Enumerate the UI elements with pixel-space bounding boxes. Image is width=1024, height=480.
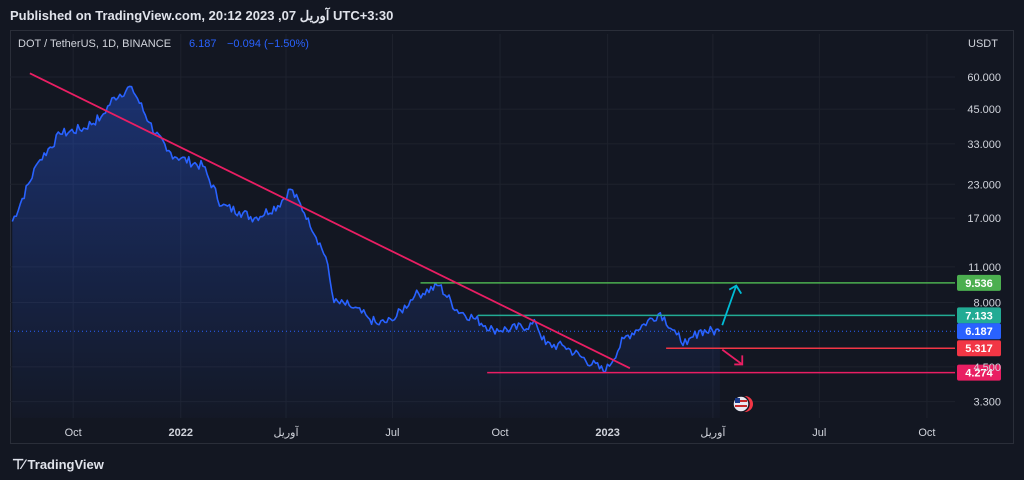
price-tag-label: 7.133 — [965, 310, 993, 322]
y-tick-label: 3.300 — [973, 397, 1001, 409]
x-tick-label: 2023 — [595, 427, 619, 439]
publish-info: Published on TradingView.com, 20:12 2023… — [10, 8, 394, 23]
y-tick-label: 4.500 — [973, 362, 1001, 374]
us-flag-stripes — [735, 400, 747, 402]
up-arrow-icon — [721, 285, 738, 326]
trend-lines — [29, 72, 631, 369]
tradingview-brand: TradingView — [27, 457, 104, 472]
price-tag-label: 6.187 — [965, 326, 993, 338]
legend-last-price: 6.187 — [189, 38, 217, 50]
price-area — [12, 86, 720, 419]
y-tick-label: 45.000 — [967, 104, 1001, 116]
event-markers[interactable] — [732, 395, 753, 413]
x-tick-label: Oct — [918, 427, 935, 439]
price-tag — [957, 340, 1001, 357]
tradingview-logo[interactable]: ⊤⁄ TradingView — [12, 456, 104, 473]
us-flag-canton — [735, 398, 740, 403]
x-tick-label: 2022 — [169, 427, 193, 439]
x-tick-label: Jul — [812, 427, 826, 439]
y-tick-label: 33.000 — [967, 139, 1001, 151]
tradingview-logo-icon: ⊤⁄ — [12, 456, 24, 472]
currency-label: USDT — [968, 38, 998, 50]
y-tick-label: 17.000 — [967, 213, 1001, 225]
x-tick-label: Oct — [65, 427, 82, 439]
y-tick-label: 11.000 — [968, 262, 1001, 274]
price-tag-label: 9.536 — [965, 278, 993, 290]
x-tick-label: آوریل — [273, 426, 299, 439]
price-tag — [957, 274, 1001, 291]
down-arrow-icon — [721, 348, 743, 366]
price-tag-label: 4.274 — [965, 368, 993, 380]
time-axis: Oct 2022 آوریل Jul Oct 2023 آوریل Jul Oct — [65, 426, 936, 439]
price-tag — [957, 364, 1001, 381]
price-tag-label: 5.317 — [965, 343, 993, 355]
downtrend-line — [29, 72, 631, 369]
x-tick-label: Oct — [491, 427, 508, 439]
legend-change: −0.094 (−1.50%) — [227, 38, 309, 50]
horizontal-levels: 9.536 7.133 6.187 5.317 4.274 — [10, 274, 1001, 381]
chart-legend: DOT / TetherUS, 1D, BINANCE 6.187 −0.094… — [18, 38, 998, 50]
x-tick-label: Jul — [385, 427, 399, 439]
y-tick-label: 8.000 — [973, 297, 1001, 309]
price-tag — [957, 307, 1001, 324]
down-arrow-head — [734, 355, 744, 366]
y-tick-label: 60.000 — [967, 72, 1001, 84]
x-tick-label: آوریل — [700, 426, 726, 439]
projection-arrows — [721, 284, 744, 366]
us-flag-stripes — [735, 405, 747, 407]
price-axis: 60.000 45.000 33.000 23.000 17.000 11.000 8.00… — [967, 72, 1001, 409]
price-area-fill — [12, 86, 720, 419]
price-tag — [957, 323, 1001, 340]
price-line — [11, 85, 721, 373]
y-tick-label: 23.000 — [967, 179, 1001, 191]
price-series-line — [11, 85, 721, 373]
publish-header: Published on TradingView.com, 20:12 2023… — [0, 0, 1024, 30]
up-arrow-head — [728, 284, 743, 295]
chart-title: DOT / TetherUS, 1D, BINANCE — [18, 38, 171, 50]
